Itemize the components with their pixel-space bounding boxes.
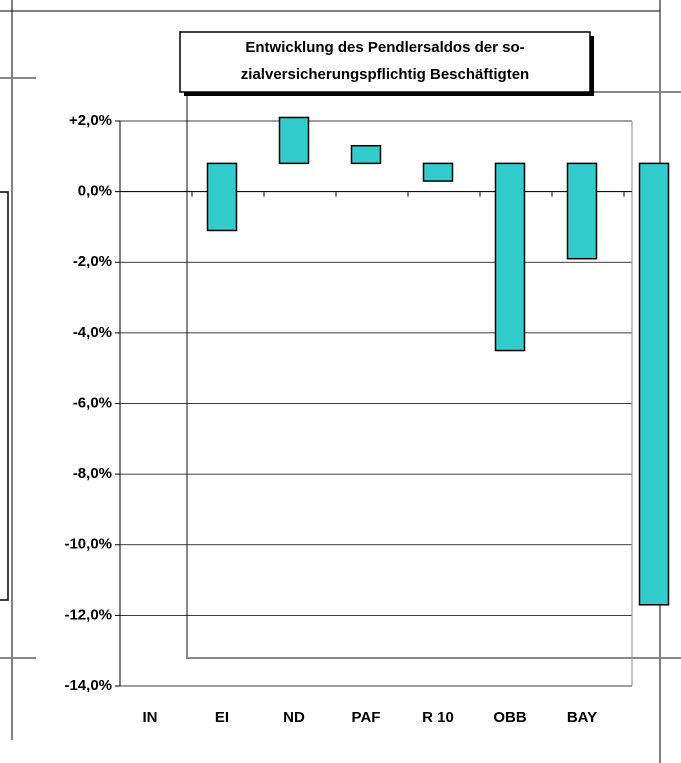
chart-title: zialversicherungspflichtig Beschäftigten: [241, 66, 529, 83]
y-tick-label: -4,0%: [73, 324, 112, 341]
x-tick-label: R 10: [422, 709, 454, 726]
y-tick-label: -8,0%: [73, 465, 112, 482]
y-tick-label: 0,0%: [78, 183, 112, 200]
y-tick-label: +2,0%: [69, 112, 112, 129]
x-tick-label: EI: [215, 709, 229, 726]
y-tick-label: -6,0%: [73, 394, 112, 411]
bar: [566, 162, 598, 260]
x-tick-label: ND: [283, 709, 305, 726]
x-tick-label: BAY: [567, 709, 597, 726]
x-tick-label: IN: [143, 709, 158, 726]
x-tick-label: PAF: [352, 709, 381, 726]
x-tick-label: OBB: [493, 709, 527, 726]
y-tick-label: -14,0%: [64, 677, 112, 694]
y-tick-label: -10,0%: [64, 536, 112, 553]
bar: [494, 162, 526, 352]
bar: [350, 144, 382, 165]
title-box: Entwicklung des Pendlersaldos der so- zi…: [179, 31, 594, 96]
bar: [638, 162, 670, 606]
y-tick-label: -12,0%: [64, 606, 112, 623]
bar: [422, 162, 454, 182]
chart-title: Entwicklung des Pendlersaldos der so-: [245, 39, 524, 56]
bar: [206, 162, 238, 232]
bar: [278, 116, 310, 165]
y-tick-label: -2,0%: [73, 253, 112, 270]
